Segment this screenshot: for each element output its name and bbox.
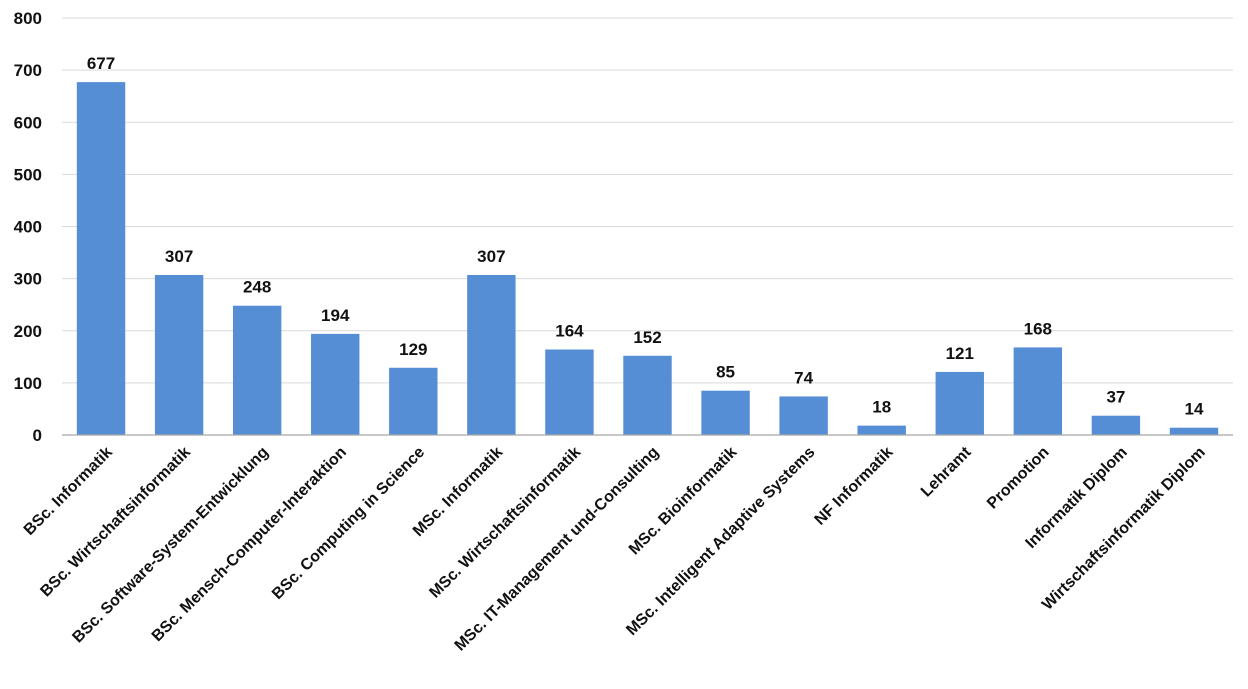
category-label: Promotion: [984, 444, 1053, 513]
bar-value-label: 168: [1024, 319, 1052, 338]
y-tick-label: 400: [14, 218, 42, 237]
y-tick-label: 600: [14, 113, 42, 132]
bar-value-label: 248: [243, 278, 271, 297]
bar: [623, 355, 672, 435]
data-labels: 677 307 248 194 129 307 164 152 85 74 18 121 168 37 14: [87, 54, 1204, 419]
y-axis-ticks: 0 100 200 300 400 500 600 700 800: [14, 9, 42, 445]
bar: [857, 425, 906, 435]
bars: [76, 82, 1219, 436]
bar: [154, 274, 204, 435]
bar-value-label: 677: [87, 54, 115, 73]
category-label: Wirtschaftsinformatik Diplom: [1039, 444, 1209, 614]
y-tick-label: 200: [14, 322, 42, 341]
bar: [76, 82, 126, 436]
bar-value-label: 121: [946, 344, 974, 363]
bar: [701, 390, 750, 435]
category-label: BSc. Wirtschaftsinformatik: [37, 444, 194, 601]
bar-value-label: 85: [716, 363, 735, 382]
y-tick-label: 500: [14, 165, 42, 184]
bar: [1169, 427, 1219, 435]
category-label: NF Informatik: [812, 444, 897, 529]
bar: [1013, 347, 1063, 435]
bar-value-label: 74: [794, 368, 813, 387]
category-label: Lehramt: [918, 443, 975, 500]
bar-value-label: 164: [555, 322, 584, 341]
bar-value-label: 18: [872, 398, 891, 417]
category-label: BSc. Computing in Science: [269, 444, 428, 603]
category-label: MSc. Wirtschaftsinformatik: [426, 444, 584, 602]
bar: [1091, 415, 1141, 435]
y-tick-label: 100: [14, 374, 42, 393]
bar: [389, 367, 438, 435]
bar-value-label: 14: [1185, 400, 1204, 419]
y-tick-label: 700: [14, 61, 42, 80]
bar: [467, 274, 516, 435]
bar: [779, 396, 828, 435]
y-tick-label: 800: [14, 9, 42, 28]
y-tick-label: 0: [33, 426, 42, 445]
bar: [232, 305, 282, 435]
bar-value-label: 307: [477, 247, 505, 266]
bar: [935, 371, 984, 435]
bar-value-label: 307: [165, 247, 193, 266]
bar-value-label: 129: [399, 340, 427, 359]
y-tick-label: 300: [14, 270, 42, 289]
bar-value-label: 194: [321, 306, 350, 325]
bar: [545, 349, 594, 435]
bar-value-label: 152: [633, 328, 661, 347]
bar: [311, 333, 360, 435]
bar-value-label: 37: [1106, 388, 1125, 407]
